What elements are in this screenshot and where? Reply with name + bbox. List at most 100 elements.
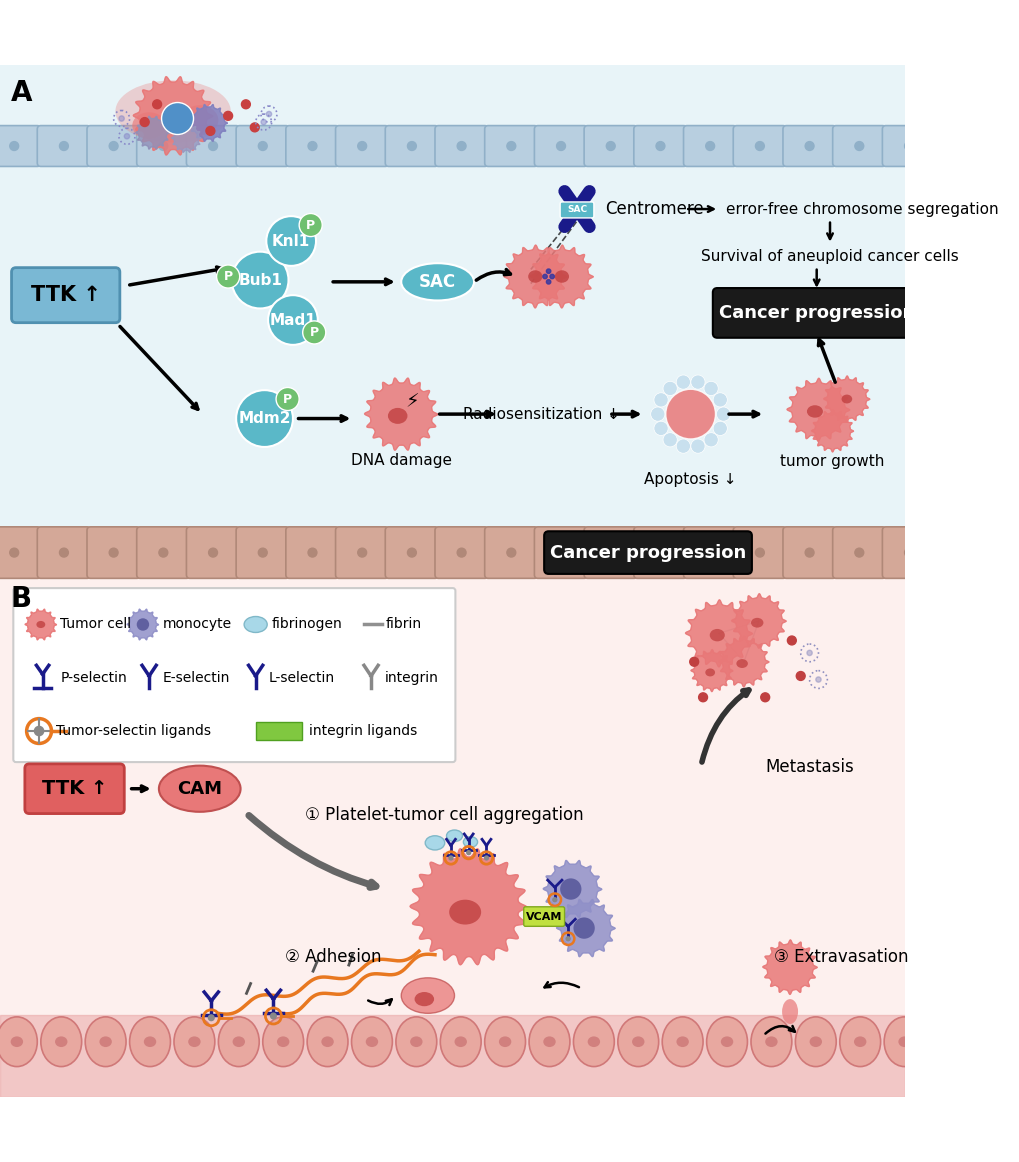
FancyBboxPatch shape — [236, 526, 289, 579]
FancyBboxPatch shape — [584, 125, 637, 166]
Circle shape — [655, 548, 664, 557]
Ellipse shape — [414, 992, 434, 1006]
Circle shape — [358, 548, 366, 557]
FancyBboxPatch shape — [783, 526, 836, 579]
Circle shape — [854, 548, 863, 557]
Polygon shape — [410, 848, 527, 964]
Ellipse shape — [809, 1037, 821, 1047]
FancyBboxPatch shape — [523, 906, 565, 926]
Ellipse shape — [661, 1017, 702, 1067]
Circle shape — [268, 295, 318, 345]
FancyBboxPatch shape — [931, 526, 984, 579]
FancyBboxPatch shape — [38, 125, 91, 166]
Circle shape — [662, 381, 677, 395]
Circle shape — [109, 142, 118, 150]
Text: SAC: SAC — [419, 273, 455, 290]
Circle shape — [605, 142, 614, 150]
Ellipse shape — [99, 1037, 112, 1047]
Text: integrin ligands: integrin ligands — [309, 724, 417, 738]
Text: VCAM: VCAM — [526, 911, 561, 921]
Circle shape — [712, 393, 727, 407]
Polygon shape — [133, 77, 213, 155]
Text: DNA damage: DNA damage — [351, 453, 451, 468]
Circle shape — [787, 636, 796, 645]
Ellipse shape — [841, 395, 851, 403]
Text: P: P — [310, 325, 319, 339]
Circle shape — [556, 548, 565, 557]
Polygon shape — [503, 245, 567, 308]
Ellipse shape — [709, 629, 725, 641]
FancyBboxPatch shape — [434, 526, 488, 579]
Circle shape — [261, 120, 266, 124]
Circle shape — [137, 618, 149, 631]
Ellipse shape — [853, 1037, 865, 1047]
Ellipse shape — [720, 1037, 733, 1047]
Circle shape — [662, 432, 677, 447]
Circle shape — [551, 897, 557, 903]
Polygon shape — [190, 105, 227, 142]
Ellipse shape — [573, 1017, 613, 1067]
FancyBboxPatch shape — [385, 125, 438, 166]
Circle shape — [689, 658, 698, 666]
Ellipse shape — [307, 1017, 347, 1067]
Circle shape — [698, 693, 707, 702]
Circle shape — [796, 672, 804, 681]
FancyBboxPatch shape — [832, 526, 886, 579]
Text: error-free chromosome segregation: error-free chromosome segregation — [726, 201, 998, 216]
Ellipse shape — [750, 618, 762, 627]
Circle shape — [308, 142, 317, 150]
Text: fibrinogen: fibrinogen — [271, 617, 342, 631]
Circle shape — [266, 216, 316, 266]
Circle shape — [815, 677, 820, 682]
Ellipse shape — [942, 1037, 954, 1047]
Circle shape — [209, 548, 217, 557]
Circle shape — [161, 102, 194, 135]
Polygon shape — [690, 650, 733, 691]
Ellipse shape — [498, 1037, 511, 1047]
FancyBboxPatch shape — [543, 531, 751, 574]
Ellipse shape — [446, 830, 462, 841]
FancyBboxPatch shape — [534, 526, 587, 579]
Circle shape — [223, 112, 232, 121]
Circle shape — [466, 849, 471, 855]
Ellipse shape — [244, 617, 267, 632]
Circle shape — [109, 548, 118, 557]
Circle shape — [153, 100, 161, 109]
Circle shape — [755, 548, 763, 557]
Text: Tumor-selectin ligands: Tumor-selectin ligands — [56, 724, 211, 738]
Bar — [0, 1016, 905, 1097]
Circle shape — [690, 439, 704, 453]
Text: P-selectin: P-selectin — [60, 670, 127, 684]
Ellipse shape — [263, 1017, 304, 1067]
Ellipse shape — [189, 1037, 201, 1047]
Circle shape — [653, 422, 667, 436]
Circle shape — [650, 407, 664, 421]
Ellipse shape — [144, 1037, 156, 1047]
Circle shape — [904, 548, 913, 557]
Circle shape — [208, 1014, 215, 1021]
FancyBboxPatch shape — [335, 526, 388, 579]
Circle shape — [712, 422, 727, 436]
Text: Survival of aneuploid cancer cells: Survival of aneuploid cancer cells — [700, 249, 958, 264]
Circle shape — [159, 142, 167, 150]
FancyBboxPatch shape — [236, 125, 289, 166]
Ellipse shape — [440, 1017, 481, 1067]
Ellipse shape — [86, 1017, 126, 1067]
Ellipse shape — [10, 1037, 23, 1047]
Circle shape — [34, 726, 45, 737]
Text: A: A — [10, 79, 33, 107]
Circle shape — [676, 375, 690, 389]
Circle shape — [676, 439, 690, 453]
Ellipse shape — [883, 1017, 924, 1067]
Text: ② Adhesion: ② Adhesion — [284, 948, 381, 967]
Circle shape — [703, 381, 717, 395]
Ellipse shape — [898, 1037, 910, 1047]
Ellipse shape — [704, 668, 714, 676]
Text: tumor growth: tumor growth — [780, 453, 884, 468]
Circle shape — [506, 548, 516, 557]
Circle shape — [755, 142, 763, 150]
Ellipse shape — [618, 1017, 658, 1067]
Text: P: P — [223, 270, 232, 284]
Ellipse shape — [632, 1037, 644, 1047]
Circle shape — [703, 432, 717, 447]
